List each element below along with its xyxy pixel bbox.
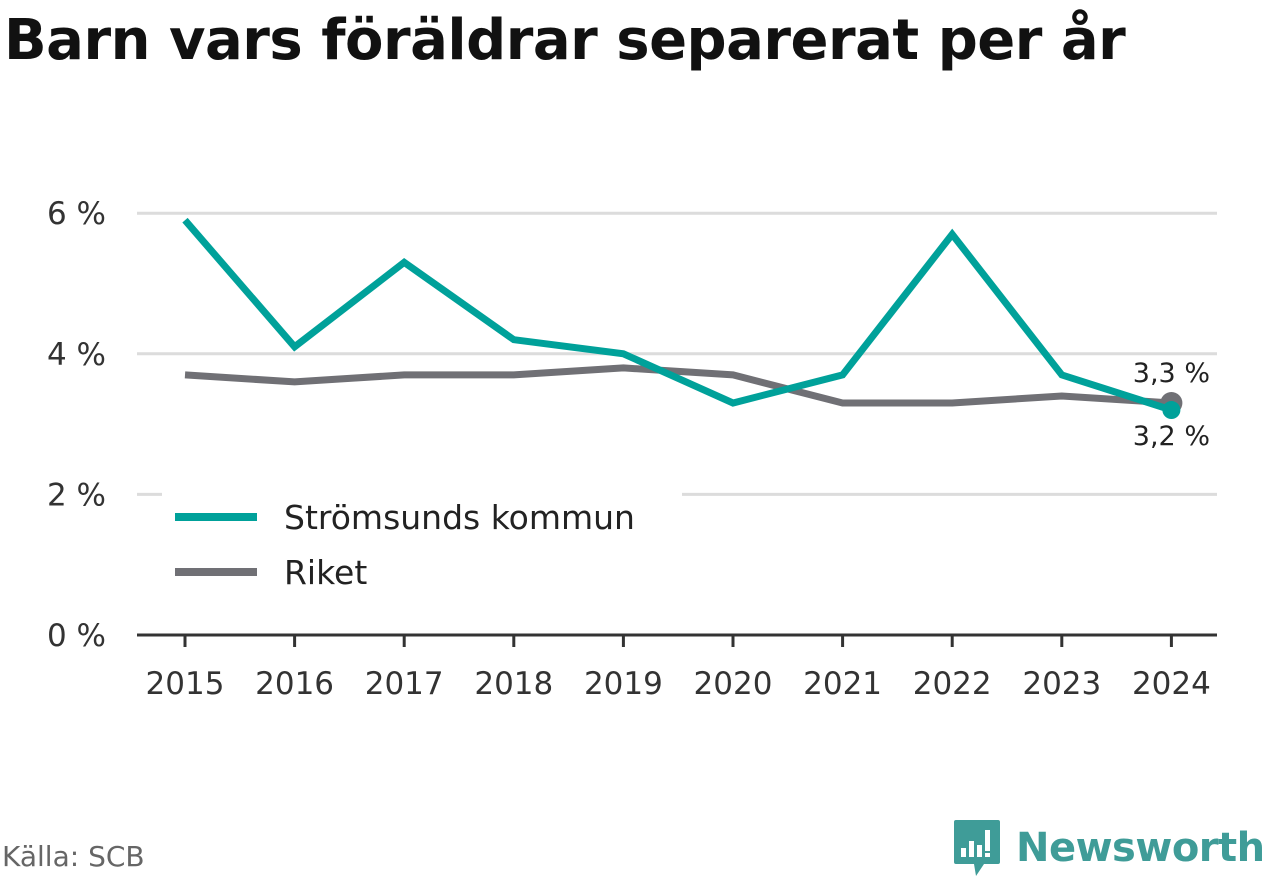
brand-logo: Newsworthy bbox=[952, 818, 1262, 878]
x-tick-label: 2016 bbox=[255, 666, 334, 702]
x-tick-label: 2018 bbox=[474, 666, 553, 702]
series-line-0 bbox=[182, 217, 1173, 414]
brand-name: Newsworthy bbox=[1016, 825, 1262, 871]
x-tick-label: 2017 bbox=[365, 666, 444, 702]
y-tick-label: 4 % bbox=[47, 337, 106, 373]
y-tick-label: 0 % bbox=[47, 618, 106, 654]
grid-lines bbox=[137, 211, 1217, 496]
legend-label-0: Strömsunds kommun bbox=[284, 498, 635, 537]
line-chart: 0 % 2 % 4 % 6 % 2015 2016 2017 2018 2019 2020 202… bbox=[47, 196, 1217, 702]
x-tick-label: 2020 bbox=[694, 666, 773, 702]
x-tick-label: 2024 bbox=[1132, 666, 1211, 702]
x-tick-label: 2015 bbox=[146, 666, 225, 702]
x-axis: 2015 2016 2017 2018 2019 2020 2021 2022 2023 2024 bbox=[137, 633, 1217, 702]
x-tick-label: 2021 bbox=[803, 666, 882, 702]
end-labels: 3,3 % 3,2 % bbox=[1133, 358, 1210, 452]
y-axis: 0 % 2 % 4 % 6 % bbox=[47, 196, 106, 654]
series-lines bbox=[182, 217, 1183, 420]
series-line-1 bbox=[184, 364, 1172, 407]
legend-label-1: Riket bbox=[284, 553, 367, 592]
y-tick-label: 2 % bbox=[47, 477, 106, 513]
x-tick-label: 2022 bbox=[913, 666, 992, 702]
source-note: Källa: SCB bbox=[2, 840, 145, 873]
legend-background bbox=[162, 492, 682, 602]
end-label-stromsund: 3,2 % bbox=[1133, 421, 1210, 452]
legend: Strömsunds kommun Riket bbox=[162, 492, 682, 602]
chart-title: Barn vars föräldrar separerat per år bbox=[4, 8, 1126, 73]
y-tick-label: 6 % bbox=[47, 196, 106, 232]
end-label-riket: 3,3 % bbox=[1133, 358, 1210, 389]
series-end-point-0 bbox=[1162, 401, 1181, 420]
newsworthy-logo-icon bbox=[954, 820, 1000, 876]
x-tick-label: 2023 bbox=[1022, 666, 1101, 702]
x-tick-label: 2019 bbox=[584, 666, 663, 702]
